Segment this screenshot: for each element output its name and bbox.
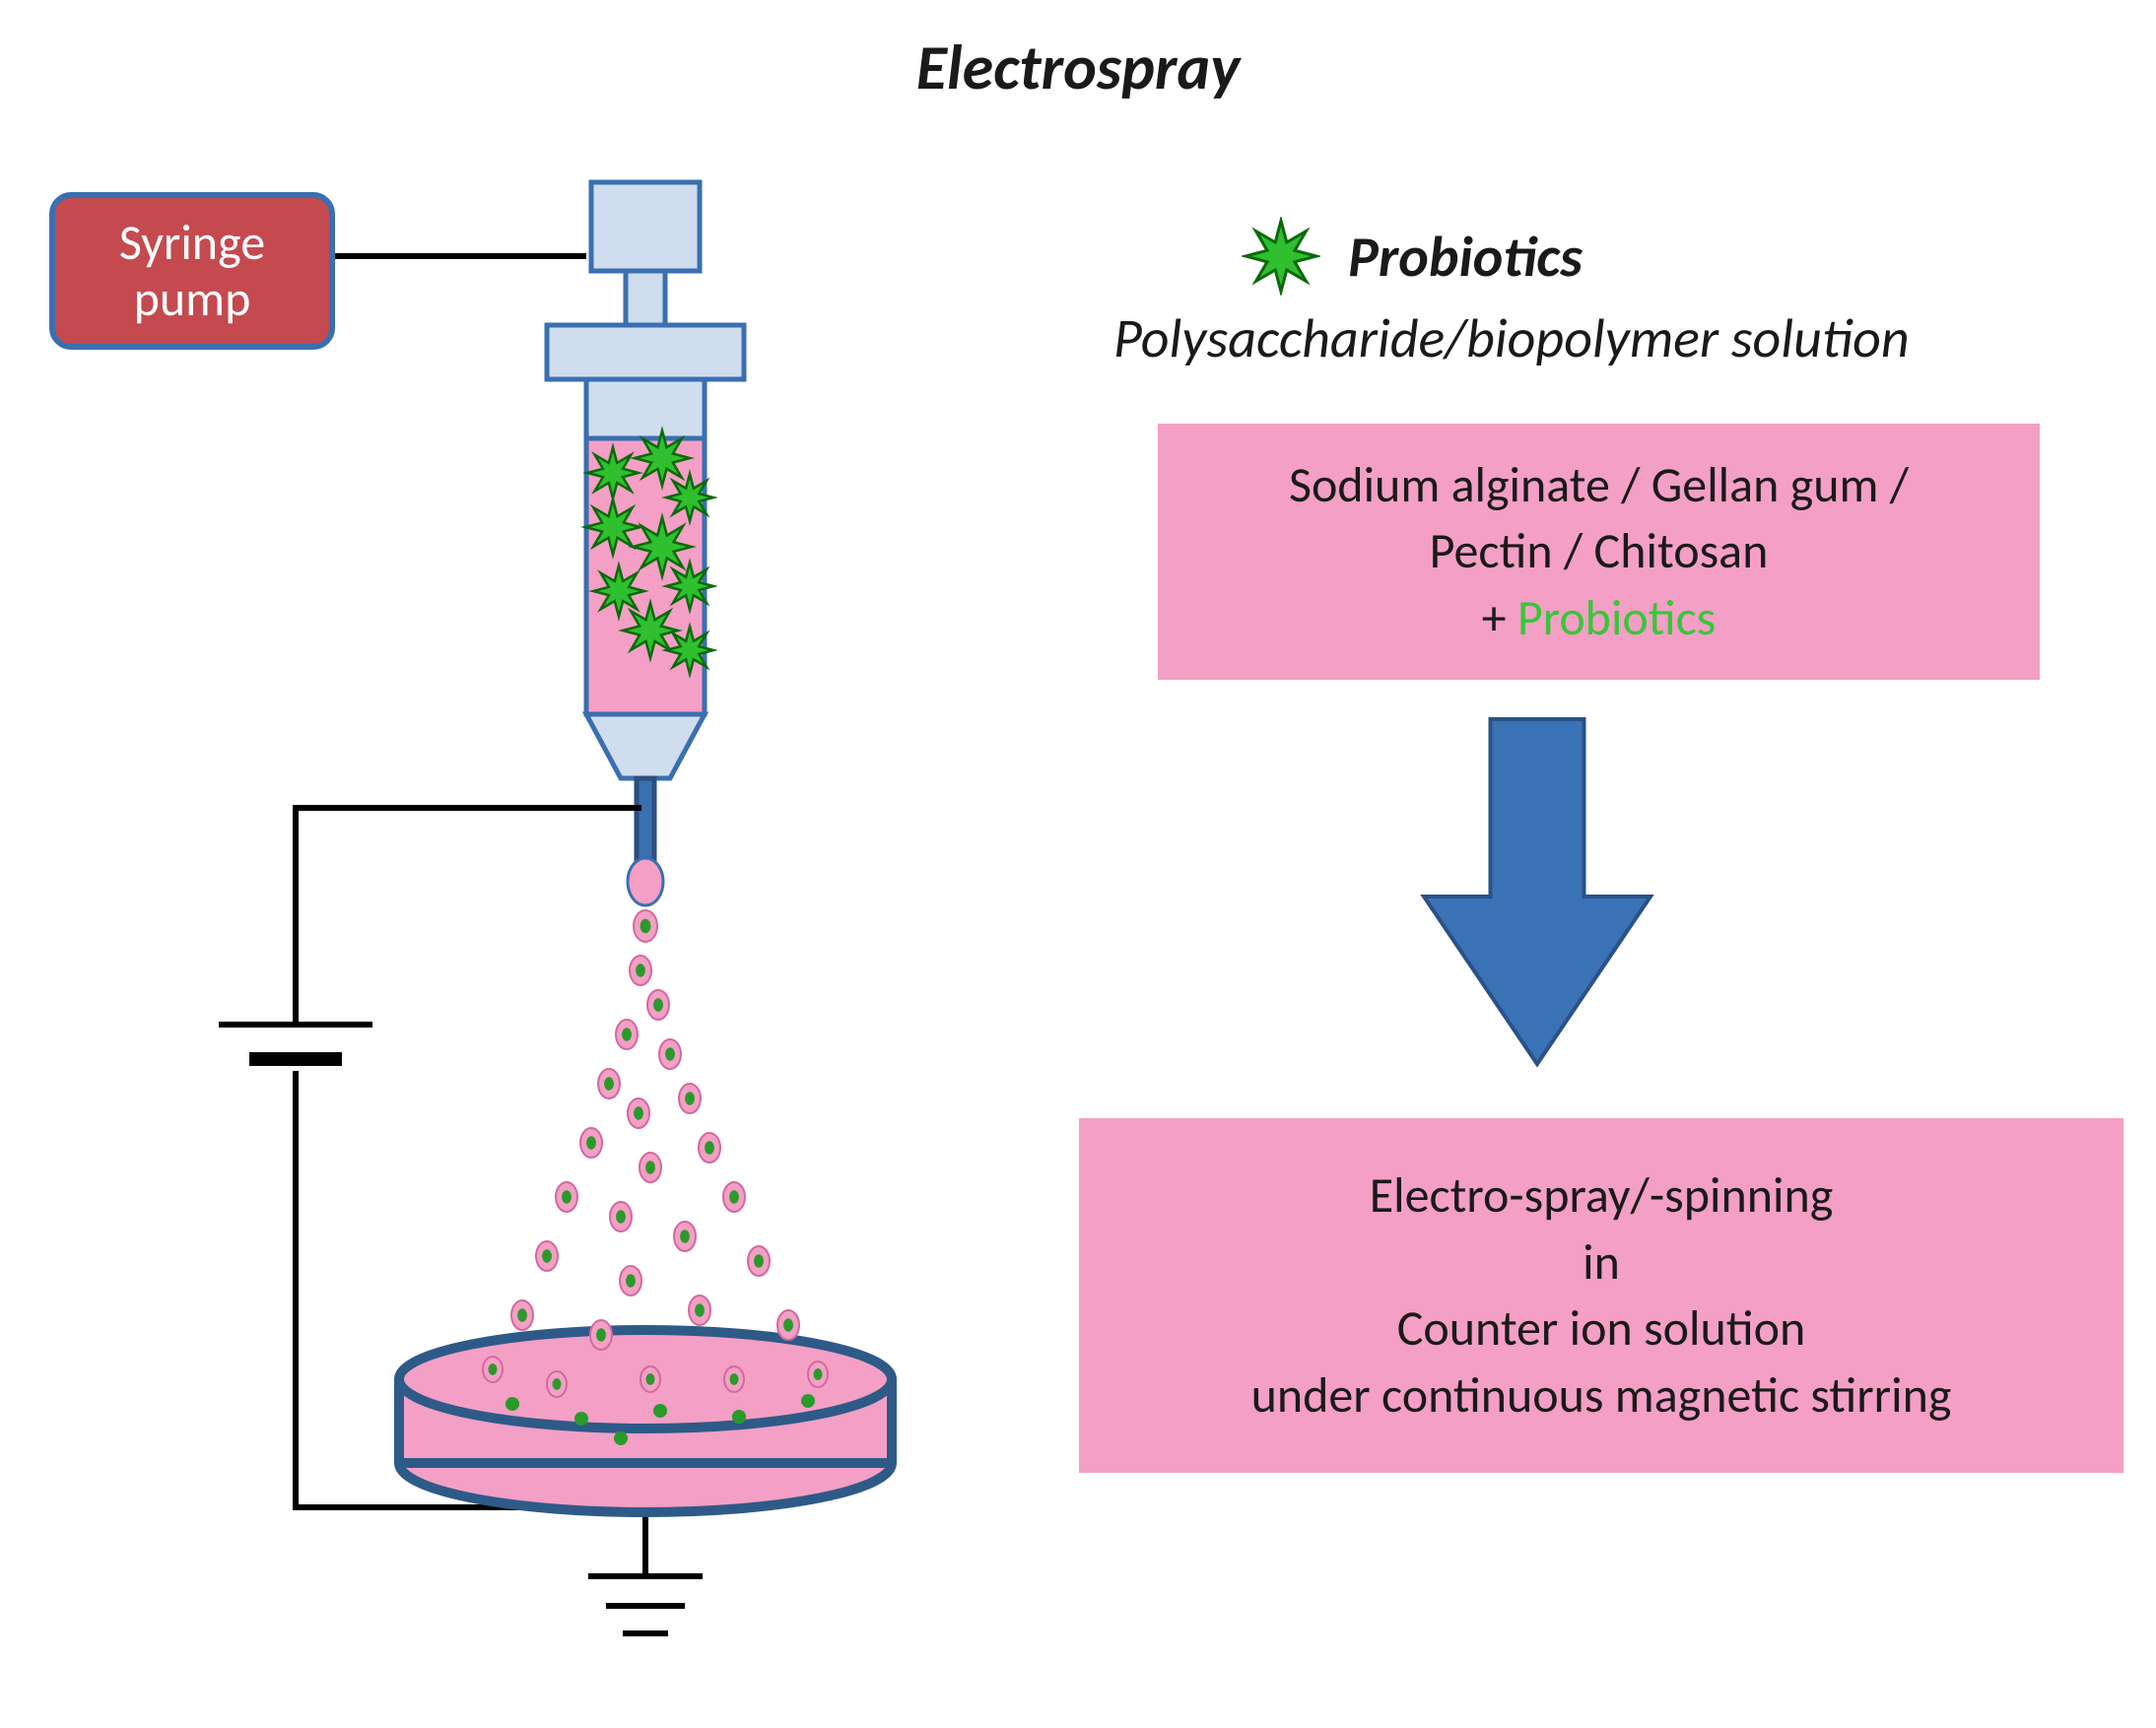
diagram-canvas: Electrospray Syringe pump Probiotics Pol… [0,0,2156,1728]
apparatus-svg [0,0,2156,1728]
